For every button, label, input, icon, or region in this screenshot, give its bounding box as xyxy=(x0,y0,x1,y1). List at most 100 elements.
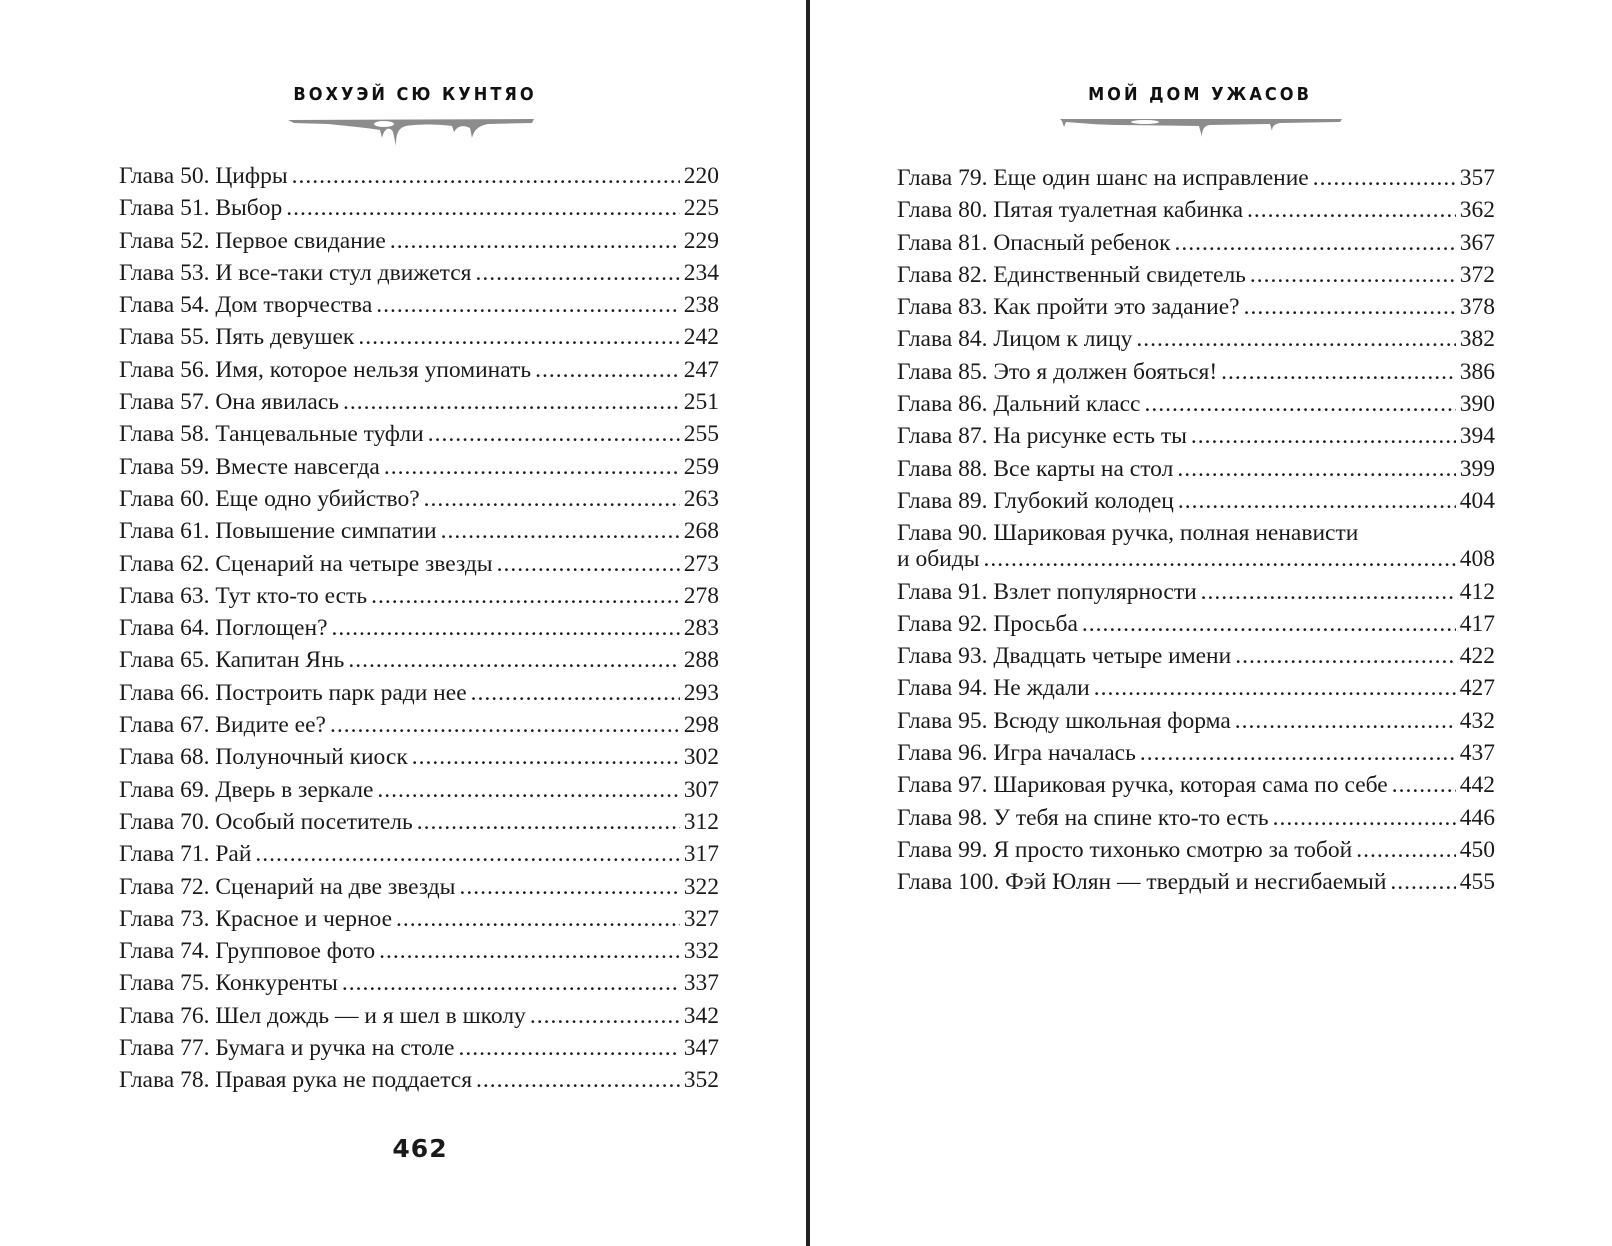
toc-entry[interactable]: Глава 74. Групповое фото 332 xyxy=(119,935,719,967)
toc-entry[interactable]: Глава 54. Дом творчества 238 xyxy=(119,289,719,321)
toc-entry[interactable]: Глава 94. Не ждали 427 xyxy=(897,672,1495,704)
toc-entry[interactable]: Глава 53. И все-таки стул движется 234 xyxy=(119,257,719,289)
toc-entry[interactable]: Глава 88. Все карты на стол 399 xyxy=(897,453,1495,485)
toc-entry-title: Глава 58. Танцевальные туфли xyxy=(119,421,424,448)
toc-entry[interactable]: Глава 67. Видите ее? 298 xyxy=(119,709,719,741)
dot-leader xyxy=(342,967,680,999)
toc-entry[interactable]: Глава 91. Взлет популярности 412 xyxy=(897,576,1495,608)
toc-entry[interactable]: Глава 99. Я просто тихонько смотрю за то… xyxy=(897,834,1495,866)
toc-entry[interactable]: Глава 52. Первое свидание 229 xyxy=(119,225,719,257)
toc-entry[interactable]: Глава 75. Конкуренты 337 xyxy=(119,967,719,999)
toc-entry-title: Глава 57. Она явилась xyxy=(119,389,339,416)
toc-entry-title: Глава 97. Шариковая ручка, которая сама … xyxy=(897,772,1388,799)
toc-entry[interactable]: Глава 57. Она явилась 251 xyxy=(119,386,719,418)
dot-leader xyxy=(1247,194,1456,226)
toc-entry[interactable]: Глава 80. Пятая туалетная кабинка 362 xyxy=(897,194,1495,226)
toc-entry-page: 378 xyxy=(1459,294,1495,321)
toc-entry[interactable]: Глава 98. У тебя на спине кто-то есть 446 xyxy=(897,802,1495,834)
toc-entry[interactable]: Глава 84. Лицом к лицу 382 xyxy=(897,323,1495,355)
toc-entry[interactable]: Глава 97. Шариковая ручка, которая сама … xyxy=(897,769,1495,801)
toc-entry-page: 288 xyxy=(683,647,719,674)
toc-entry-page: 408 xyxy=(1459,546,1495,573)
toc-entry[interactable]: Глава 71. Рай 317 xyxy=(119,838,719,870)
toc-entry-page: 390 xyxy=(1459,391,1495,418)
toc-entry[interactable]: Глава 72. Сценарий на две звезды 322 xyxy=(119,871,719,903)
toc-entry-page: 399 xyxy=(1459,455,1495,482)
toc-entry[interactable]: Глава 92. Просьба 417 xyxy=(897,608,1495,640)
toc-entry-title: Глава 50. Цифры xyxy=(119,163,288,189)
toc-entry-page: 432 xyxy=(1459,707,1495,734)
toc-entry-page: 347 xyxy=(683,1035,719,1062)
toc-entry[interactable]: Глава 78. Правая рука не поддается 352 xyxy=(119,1064,719,1096)
toc-entry[interactable]: Глава 96. Игра началась 437 xyxy=(897,737,1495,769)
toc-entry-title: Глава 54. Дом творчества xyxy=(119,292,373,319)
toc-entry[interactable]: Глава 89. Глубокий колодец 404 xyxy=(897,485,1495,517)
toc-entry[interactable]: Глава 69. Дверь в зеркале 307 xyxy=(119,774,719,806)
toc-entry-title: Глава 65. Капитан Янь xyxy=(119,647,345,674)
toc-entry-page: 251 xyxy=(683,389,719,416)
toc-entry[interactable]: Глава 76. Шел дождь — и я шел в школу 342 xyxy=(119,1000,719,1032)
toc-entry-page: 372 xyxy=(1459,261,1495,288)
dot-leader xyxy=(1082,608,1456,640)
toc-entry[interactable]: Глава 55. Пять девушек 242 xyxy=(119,321,719,353)
dot-leader xyxy=(1140,737,1456,769)
table-of-contents-right: Глава 79. Еще один шанс на исправление 35… xyxy=(897,162,1495,899)
toc-entry-page: 386 xyxy=(1459,358,1495,385)
toc-entry[interactable]: Глава 81. Опасный ребенок 367 xyxy=(897,227,1495,259)
toc-entry[interactable]: Глава 56. Имя, которое нельзя упоминать 2… xyxy=(119,354,719,386)
toc-entry[interactable]: Глава 63. Тут кто-то есть 278 xyxy=(119,580,719,612)
toc-entry-title: Глава 75. Конкуренты xyxy=(119,970,338,997)
toc-entry[interactable]: Глава 65. Капитан Янь 288 xyxy=(119,644,719,676)
toc-entry-title: Глава 100. Фэй Юлян — твердый и несгибае… xyxy=(897,869,1387,896)
toc-entry[interactable]: Глава 85. Это я должен бояться! 386 xyxy=(897,356,1495,388)
toc-entry[interactable]: Глава 62. Сценарий на четыре звезды 273 xyxy=(119,548,719,580)
dot-leader xyxy=(390,225,680,257)
toc-entry-title: Глава 76. Шел дождь — и я шел в школу xyxy=(119,1002,526,1029)
dot-leader xyxy=(1136,323,1455,355)
dot-leader xyxy=(1235,705,1456,737)
toc-entry[interactable]: Глава 79. Еще один шанс на исправление 35… xyxy=(897,162,1495,194)
dot-leader xyxy=(428,418,680,450)
toc-entry[interactable]: Глава 61. Повышение симпатии 268 xyxy=(119,515,719,547)
toc-entry[interactable]: Глава 68. Полуночный киоск 302 xyxy=(119,741,719,773)
drip-ornament-right xyxy=(1060,119,1342,137)
toc-entry[interactable]: Глава 50. Цифры 220 xyxy=(119,160,719,192)
dot-leader xyxy=(1094,672,1456,704)
toc-entry[interactable]: Глава 95. Всюду школьная форма 432 xyxy=(897,705,1495,737)
toc-entry[interactable]: Глава 73. Красное и черное 327 xyxy=(119,903,719,935)
toc-entry-title: Глава 77. Бумага и ручка на столе xyxy=(119,1035,455,1062)
dot-leader xyxy=(330,709,680,741)
toc-entry[interactable]: Глава 58. Танцевальные туфли 255 xyxy=(119,418,719,450)
toc-entry[interactable]: Глава 83. Как пройти это задание? 378 xyxy=(897,291,1495,323)
dot-leader xyxy=(1235,640,1456,672)
dot-leader xyxy=(1356,834,1456,866)
dot-leader xyxy=(535,354,680,386)
toc-entry[interactable]: Глава 70. Особый посетитель 312 xyxy=(119,806,719,838)
toc-entry[interactable]: Глава 77. Бумага и ручка на столе 347 xyxy=(119,1032,719,1064)
toc-entry-title: Глава 84. Лицом к лицу xyxy=(897,326,1133,353)
toc-entry[interactable]: Глава 82. Единственный свидетель 372 xyxy=(897,259,1495,291)
toc-entry-page: 412 xyxy=(1459,578,1495,605)
toc-entry-title: Глава 71. Рай xyxy=(119,841,252,868)
toc-entry-title: Глава 89. Глубокий колодец xyxy=(897,487,1174,514)
toc-entry[interactable]: Глава 86. Дальний класс 390 xyxy=(897,388,1495,420)
toc-entry[interactable]: Глава 93. Двадцать четыре имени 422 xyxy=(897,640,1495,672)
toc-entry[interactable]: Глава 59. Вместе навсегда 259 xyxy=(119,451,719,483)
toc-entry[interactable]: Глава 66. Построить парк ради нее 293 xyxy=(119,677,719,709)
dot-leader xyxy=(471,677,680,709)
toc-entry[interactable]: Глава 87. На рисунке есть ты 394 xyxy=(897,420,1495,452)
toc-entry[interactable]: Глава 51. Выбор 225 xyxy=(119,192,719,224)
toc-entry-title: Глава 63. Тут кто-то есть xyxy=(119,582,368,609)
dot-leader xyxy=(377,774,679,806)
toc-entry-page: 247 xyxy=(683,356,719,383)
toc-entry-wrapped[interactable]: Глава 90. Шариковая ручка, полная ненави… xyxy=(897,517,1495,575)
toc-entry[interactable]: Глава 64. Поглощен? 283 xyxy=(119,612,719,644)
toc-entry-title: Глава 66. Построить парк ради нее xyxy=(119,679,467,706)
toc-entry-title: Глава 53. И все-таки стул движется xyxy=(119,259,472,286)
toc-entry-title: Глава 56. Имя, которое нельзя упоминать xyxy=(119,356,532,383)
toc-entry-page: 362 xyxy=(1459,197,1495,224)
toc-entry[interactable]: Глава 100. Фэй Юлян — твердый и несгибае… xyxy=(897,866,1495,898)
toc-entry[interactable]: Глава 60. Еще одно убийство? 263 xyxy=(119,483,719,515)
dot-leader xyxy=(441,515,680,547)
toc-entry-page: 332 xyxy=(683,938,719,965)
